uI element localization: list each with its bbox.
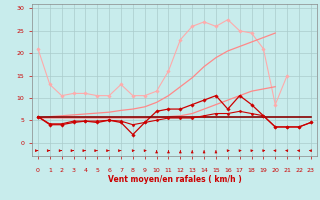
X-axis label: Vent moyen/en rafales ( km/h ): Vent moyen/en rafales ( km/h ) <box>108 175 241 184</box>
